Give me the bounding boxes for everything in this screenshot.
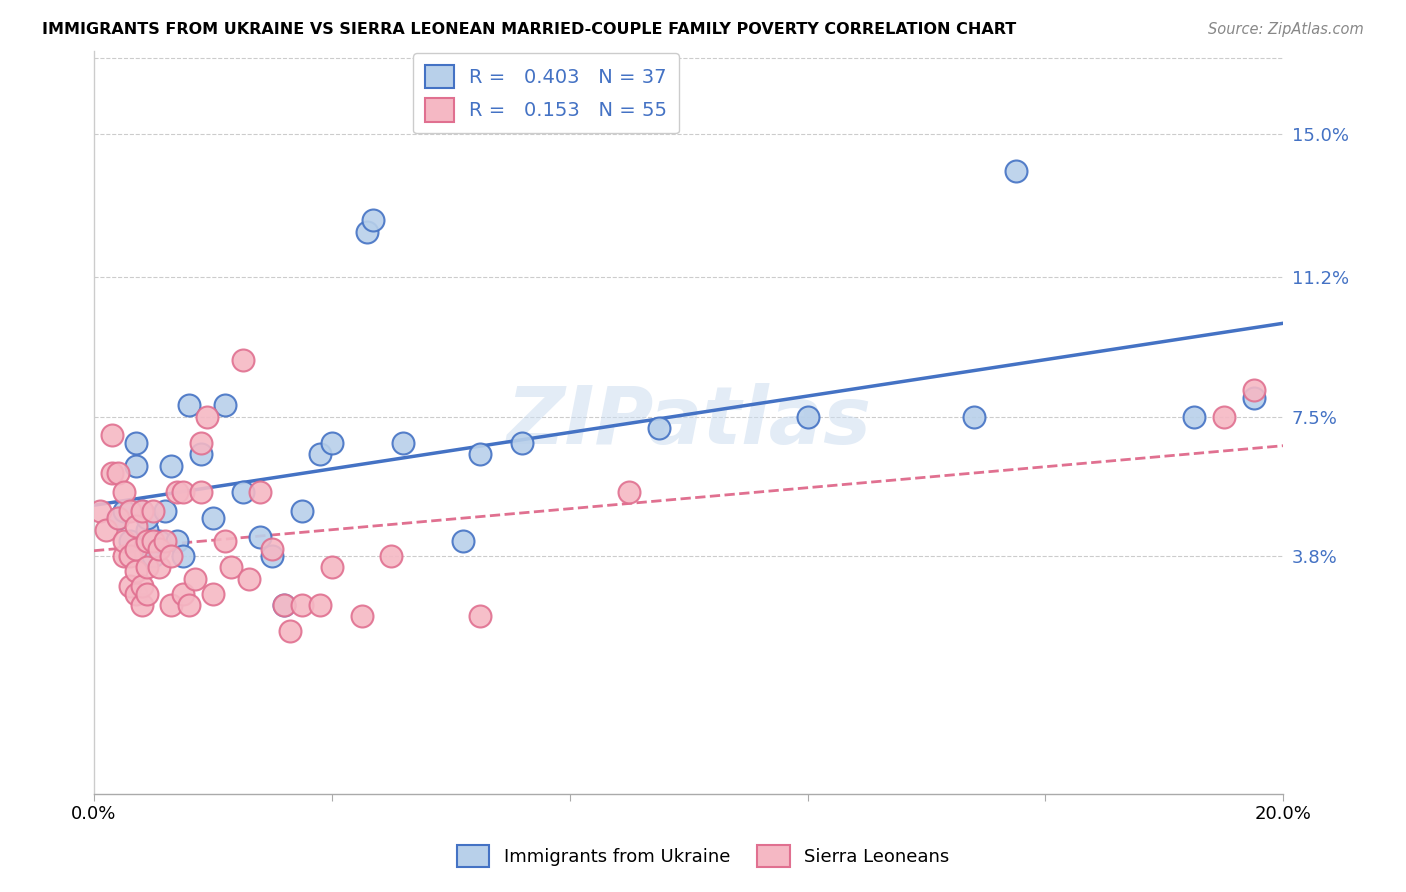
Point: [291, 598, 314, 612]
Point: [112, 549, 135, 563]
Point: [100, 466, 122, 480]
Point: [136, 587, 159, 601]
Point: [160, 549, 183, 563]
Point: [124, 564, 146, 578]
Point: [142, 533, 165, 548]
Point: [273, 598, 295, 612]
Point: [155, 504, 177, 518]
Point: [124, 519, 146, 533]
Point: [350, 609, 373, 624]
Text: ZIPatlas: ZIPatlas: [506, 384, 872, 461]
Point: [177, 598, 200, 612]
Point: [142, 504, 165, 518]
Point: [273, 598, 295, 612]
Point: [177, 398, 200, 412]
Point: [470, 447, 492, 461]
Point: [118, 504, 141, 518]
Point: [112, 533, 135, 548]
Point: [166, 485, 188, 500]
Point: [184, 572, 207, 586]
Point: [262, 541, 284, 556]
Point: [118, 533, 141, 548]
Point: [291, 504, 314, 518]
Point: [136, 523, 159, 537]
Point: [1004, 164, 1026, 178]
Point: [262, 549, 284, 563]
Point: [356, 225, 378, 239]
Point: [94, 523, 117, 537]
Point: [309, 598, 332, 612]
Point: [510, 436, 533, 450]
Point: [232, 485, 254, 500]
Text: IMMIGRANTS FROM UKRAINE VS SIERRA LEONEAN MARRIED-COUPLE FAMILY POVERTY CORRELAT: IMMIGRANTS FROM UKRAINE VS SIERRA LEONEA…: [42, 22, 1017, 37]
Point: [470, 609, 492, 624]
Point: [166, 533, 188, 548]
Point: [172, 485, 194, 500]
Point: [172, 587, 194, 601]
Point: [309, 447, 332, 461]
Point: [249, 530, 271, 544]
Point: [1212, 409, 1234, 424]
Point: [131, 504, 153, 518]
Point: [172, 549, 194, 563]
Point: [124, 541, 146, 556]
Point: [124, 458, 146, 473]
Point: [107, 511, 129, 525]
Point: [89, 504, 111, 518]
Point: [124, 436, 146, 450]
Point: [112, 504, 135, 518]
Point: [648, 421, 671, 435]
Point: [201, 587, 224, 601]
Legend: Immigrants from Ukraine, Sierra Leoneans: Immigrants from Ukraine, Sierra Leoneans: [450, 838, 956, 874]
Point: [238, 572, 260, 586]
Point: [131, 504, 153, 518]
Point: [131, 579, 153, 593]
Point: [118, 579, 141, 593]
Point: [380, 549, 402, 563]
Point: [451, 533, 474, 548]
Point: [796, 409, 818, 424]
Point: [148, 560, 170, 574]
Point: [278, 624, 301, 639]
Point: [148, 533, 170, 548]
Point: [617, 485, 640, 500]
Point: [155, 533, 177, 548]
Point: [321, 436, 343, 450]
Point: [195, 409, 218, 424]
Point: [392, 436, 415, 450]
Point: [136, 511, 159, 525]
Point: [963, 409, 986, 424]
Point: [124, 587, 146, 601]
Point: [190, 447, 212, 461]
Point: [249, 485, 271, 500]
Point: [112, 485, 135, 500]
Point: [214, 398, 236, 412]
Point: [131, 598, 153, 612]
Point: [100, 428, 122, 442]
Point: [214, 533, 236, 548]
Point: [1243, 391, 1265, 405]
Point: [363, 213, 385, 227]
Point: [136, 560, 159, 574]
Point: [118, 549, 141, 563]
Point: [160, 458, 183, 473]
Point: [190, 485, 212, 500]
Text: Source: ZipAtlas.com: Source: ZipAtlas.com: [1208, 22, 1364, 37]
Point: [232, 353, 254, 368]
Point: [107, 511, 129, 525]
Point: [201, 511, 224, 525]
Point: [160, 598, 183, 612]
Point: [1182, 409, 1205, 424]
Point: [321, 560, 343, 574]
Point: [107, 466, 129, 480]
Point: [148, 541, 170, 556]
Point: [136, 533, 159, 548]
Point: [219, 560, 242, 574]
Point: [1243, 383, 1265, 397]
Point: [142, 549, 165, 563]
Legend: R =   0.403   N = 37, R =   0.153   N = 55: R = 0.403 N = 37, R = 0.153 N = 55: [413, 53, 679, 134]
Point: [190, 436, 212, 450]
